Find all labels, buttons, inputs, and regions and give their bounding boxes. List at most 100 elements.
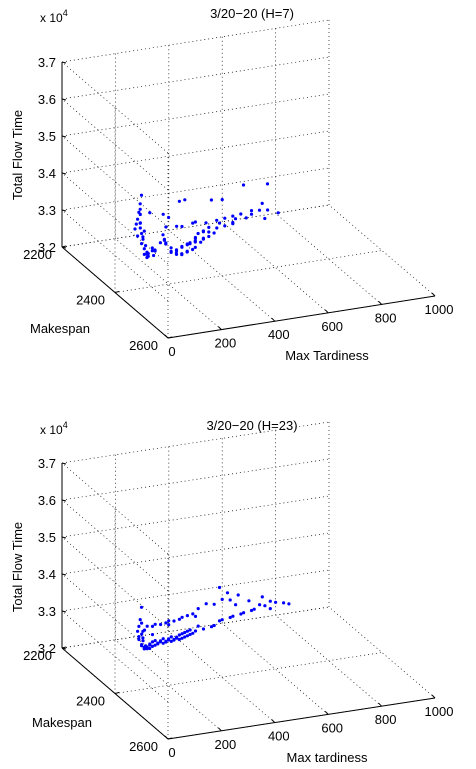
data-point — [215, 218, 219, 222]
data-point — [185, 629, 189, 633]
data-point — [169, 635, 173, 639]
x-tick-label: 1000 — [425, 302, 454, 317]
data-point — [212, 602, 216, 606]
grid-line — [114, 652, 383, 694]
data-point — [231, 214, 235, 218]
data-point — [220, 597, 224, 602]
data-point — [185, 614, 189, 618]
data-point — [140, 621, 144, 625]
x-tick-label: 600 — [321, 319, 343, 334]
data-point — [180, 632, 184, 636]
data-point — [234, 603, 238, 607]
data-point — [239, 612, 243, 616]
data-point — [138, 202, 142, 206]
data-point — [145, 255, 149, 260]
grid-line — [61, 606, 330, 649]
x-tick-mark — [431, 292, 436, 297]
data-point — [140, 231, 144, 236]
data-point — [257, 208, 262, 212]
data-point — [185, 242, 189, 246]
data-point — [167, 619, 171, 623]
grid-line — [61, 98, 169, 191]
grid-line — [61, 495, 330, 538]
data-point — [139, 605, 144, 609]
data-point — [142, 229, 146, 233]
data-point — [215, 226, 219, 230]
data-point — [156, 641, 160, 645]
data-point — [172, 637, 176, 641]
y-axis-label: Makespan — [30, 321, 90, 336]
grid-line — [61, 172, 169, 265]
x-tick-mark — [271, 719, 276, 723]
data-point — [137, 624, 141, 629]
data-point — [193, 220, 197, 224]
data-point — [150, 644, 154, 649]
data-point — [196, 624, 200, 628]
data-point — [180, 636, 184, 640]
data-point — [161, 641, 165, 645]
z-tick-mark — [61, 172, 67, 175]
x-tick-label: 800 — [375, 310, 397, 325]
data-point — [153, 249, 157, 253]
x-tick-label: 600 — [321, 720, 343, 735]
data-point — [161, 233, 165, 237]
z-exponent-power: 4 — [63, 420, 68, 430]
z-tick-mark — [61, 499, 67, 502]
data-point — [231, 614, 235, 618]
y-tick-mark — [167, 336, 173, 339]
data-point — [139, 193, 144, 197]
data-point — [180, 224, 184, 229]
data-points — [133, 182, 280, 260]
x-tick-label: 800 — [375, 712, 397, 727]
z-tick-mark — [61, 209, 67, 212]
z-tick-label: 3.7 — [38, 456, 56, 471]
data-point — [148, 211, 152, 215]
data-point — [175, 224, 179, 228]
data-point — [228, 615, 232, 620]
data-point — [142, 628, 147, 632]
data-point — [193, 629, 198, 633]
x-tick-mark — [378, 301, 382, 305]
data-point — [162, 238, 166, 242]
data-point — [164, 639, 168, 643]
data-point — [242, 611, 246, 615]
data-point — [177, 199, 181, 203]
y-tick-mark — [167, 737, 173, 740]
data-point — [247, 599, 251, 603]
data-point — [266, 208, 270, 212]
grid-line — [61, 209, 169, 302]
z-exponent-label: x 104 — [40, 8, 68, 25]
data-point — [180, 244, 184, 249]
grid-line — [221, 623, 329, 715]
x-tick-label: 200 — [215, 336, 237, 351]
data-point — [153, 643, 157, 647]
data-point — [164, 225, 168, 229]
data-point — [274, 600, 278, 604]
data-point — [191, 247, 195, 252]
data-point — [136, 217, 140, 221]
data-point — [174, 249, 179, 253]
y-tick-label: 2400 — [76, 694, 105, 709]
z-tick-label: 3.6 — [38, 493, 56, 508]
x-tick-mark — [164, 334, 169, 339]
data-point — [258, 603, 262, 607]
tick-labels: 0 200 400 600 800 1000 2200 2400 2600 3.2 3.3 3.4 3.… — [23, 456, 453, 760]
x-tick-mark — [378, 702, 382, 707]
grid-line — [61, 19, 330, 63]
z-tick-label: 3.2 — [38, 641, 56, 656]
data-point — [150, 249, 154, 253]
grid-lines — [61, 421, 436, 740]
data-point — [152, 253, 156, 258]
z-tick-mark — [61, 610, 67, 613]
data-point — [209, 198, 213, 202]
data-point — [177, 637, 181, 642]
data-point — [142, 252, 146, 256]
data-point — [249, 212, 254, 216]
data-point — [201, 627, 206, 631]
data-point — [183, 630, 187, 635]
data-point — [191, 612, 195, 616]
z-tick-label: 3.4 — [38, 567, 56, 582]
data-point — [268, 607, 272, 611]
z-tick-label: 3.7 — [38, 55, 56, 70]
data-point — [169, 250, 173, 254]
